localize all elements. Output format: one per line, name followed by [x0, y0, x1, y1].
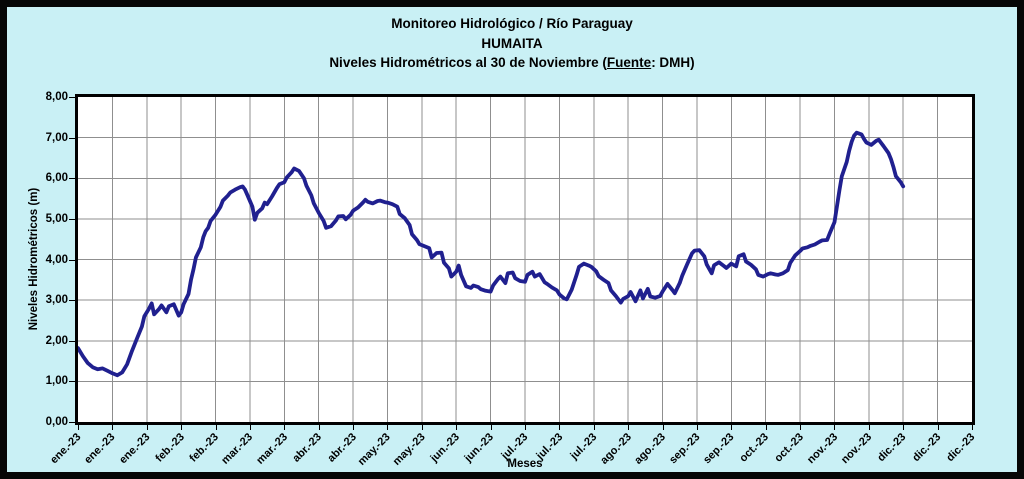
- x-axis-title: Meses: [507, 458, 543, 470]
- x-tick-mark: [319, 425, 320, 430]
- x-tick-mark: [387, 425, 388, 430]
- y-tick-mark: [69, 341, 75, 342]
- y-tick-label: 0,00: [45, 416, 68, 428]
- x-tick-mark: [938, 425, 939, 430]
- y-tick-label: 5,00: [45, 212, 68, 225]
- plot-canvas: [78, 97, 972, 422]
- x-tick-mark: [766, 425, 767, 430]
- y-tick-mark: [69, 178, 75, 179]
- x-tick-mark: [456, 425, 457, 430]
- y-tick-label: 6,00: [45, 172, 68, 185]
- x-tick-mark: [903, 425, 904, 430]
- x-tick-mark: [663, 425, 664, 430]
- y-tick-mark: [69, 422, 75, 423]
- y-tick-label: 7,00: [45, 131, 68, 144]
- y-tick-mark: [69, 300, 75, 301]
- y-tick-label: 2,00: [45, 334, 68, 347]
- y-tick-mark: [69, 381, 75, 382]
- y-tick-label: 3,00: [45, 294, 68, 307]
- plot-area: [75, 94, 975, 425]
- x-tick-mark: [559, 425, 560, 430]
- x-tick-mark: [78, 425, 79, 430]
- y-tick-label: 8,00: [45, 91, 68, 103]
- y-tick-label: 4,00: [45, 253, 68, 266]
- x-tick-mark: [422, 425, 423, 430]
- x-tick-mark: [491, 425, 492, 430]
- y-tick-mark: [69, 97, 75, 98]
- x-tick-mark: [834, 425, 835, 430]
- x-tick-mark: [697, 425, 698, 430]
- x-tick-mark: [250, 425, 251, 430]
- x-tick-mark: [972, 425, 973, 430]
- source-label: Fuente: [606, 55, 652, 71]
- x-tick-mark: [628, 425, 629, 430]
- y-tick-mark: [69, 138, 75, 139]
- x-tick-mark: [112, 425, 113, 430]
- x-tick-mark: [284, 425, 285, 430]
- x-tick-mark: [216, 425, 217, 430]
- x-tick-mark: [181, 425, 182, 430]
- level-curve: [78, 130, 906, 378]
- x-tick-mark: [800, 425, 801, 430]
- y-tick-mark: [69, 260, 75, 261]
- chart-title-line3: Niveles Hidrométricos al 30 de Noviembre…: [329, 55, 695, 71]
- chart-title-line1: Monitoreo Hidrológico / Río Paraguay: [391, 16, 633, 31]
- x-tick-mark: [525, 425, 526, 430]
- x-tick-mark: [147, 425, 148, 430]
- x-tick-mark: [731, 425, 732, 430]
- x-tick-mark: [353, 425, 354, 430]
- x-tick-mark: [869, 425, 870, 430]
- y-tick-label: 1,00: [45, 375, 68, 388]
- x-tick-mark: [594, 425, 595, 430]
- chart-title: Monitoreo Hidrológico / Río Paraguay HUM…: [7, 14, 1017, 73]
- y-tick-mark: [69, 219, 75, 220]
- chart-title-line2: HUMAITA: [481, 35, 543, 51]
